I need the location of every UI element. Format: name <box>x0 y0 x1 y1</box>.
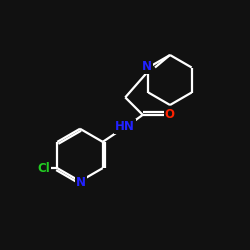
Text: N: N <box>142 60 152 73</box>
Text: Cl: Cl <box>37 162 50 175</box>
Text: HN: HN <box>115 120 135 134</box>
Text: N: N <box>76 176 86 189</box>
Text: O: O <box>165 108 175 122</box>
